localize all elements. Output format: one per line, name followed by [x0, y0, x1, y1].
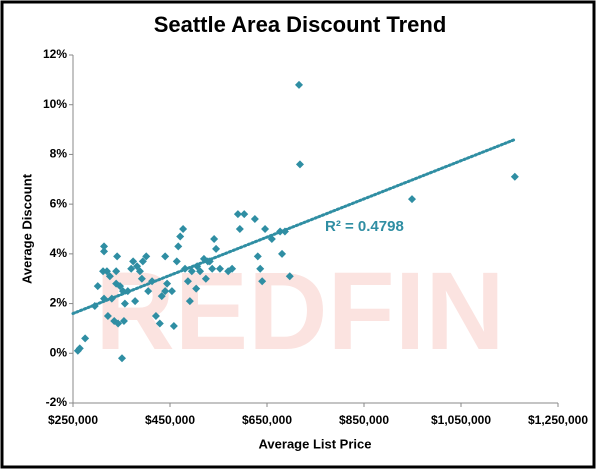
x-tick-label: $850,000 — [339, 413, 389, 427]
chart-title: Seattle Area Discount Trend — [154, 12, 447, 37]
point — [167, 287, 176, 296]
point — [112, 267, 121, 276]
x-tick-label: $250,000 — [48, 413, 98, 427]
x-tick-label: $1,050,000 — [431, 413, 491, 427]
y-tick-label: -2% — [46, 395, 68, 409]
point — [157, 292, 166, 301]
annotation: R² = 0.4798 — [325, 218, 404, 235]
x-axis-title: Average List Price — [259, 436, 372, 451]
point — [135, 267, 144, 276]
point — [100, 242, 109, 251]
point — [510, 172, 519, 181]
y-tick-label: 12% — [43, 47, 67, 61]
point — [183, 277, 192, 286]
point — [212, 244, 221, 253]
point — [90, 302, 99, 311]
point — [107, 294, 116, 303]
point — [114, 319, 123, 328]
point — [119, 316, 128, 325]
point — [176, 232, 185, 241]
point — [205, 257, 214, 266]
point — [408, 195, 417, 204]
x-tick-label: $1,250,000 — [528, 413, 588, 427]
point — [235, 225, 244, 233]
point — [253, 252, 262, 261]
point — [278, 249, 287, 258]
point — [138, 257, 147, 266]
y-tick-label: 8% — [50, 147, 68, 161]
point — [113, 252, 122, 261]
point — [103, 312, 112, 320]
point — [215, 264, 224, 273]
point — [155, 319, 164, 328]
point — [181, 264, 190, 273]
point — [129, 257, 138, 266]
point — [117, 354, 126, 363]
point — [127, 264, 136, 273]
y-tick-label: 4% — [50, 246, 68, 260]
point — [161, 252, 170, 261]
point — [163, 279, 172, 288]
point — [123, 287, 132, 296]
point — [228, 264, 237, 273]
point — [295, 160, 304, 169]
point — [240, 210, 249, 219]
point — [295, 80, 304, 89]
y-tick-label: 0% — [50, 345, 68, 359]
point — [144, 287, 153, 296]
point — [105, 272, 114, 281]
point — [256, 264, 265, 273]
point — [280, 227, 289, 236]
point — [161, 287, 170, 296]
point — [250, 215, 259, 224]
point — [233, 210, 242, 219]
point — [81, 334, 90, 343]
point — [120, 299, 129, 308]
y-tick-label: 2% — [50, 296, 68, 310]
point — [208, 264, 217, 273]
watermark: REDFIN — [95, 250, 504, 373]
point — [261, 225, 270, 233]
point — [267, 234, 276, 243]
x-tick-label: $650,000 — [242, 413, 292, 427]
point — [276, 227, 285, 236]
point — [196, 267, 205, 276]
point — [187, 267, 196, 276]
point — [172, 257, 181, 266]
point — [169, 321, 178, 330]
point — [137, 274, 146, 283]
point — [185, 297, 194, 306]
y-axis-title: Average Discount — [19, 173, 34, 284]
point — [100, 247, 109, 256]
point — [118, 287, 127, 296]
point — [151, 312, 160, 320]
point — [285, 272, 294, 281]
point — [142, 252, 151, 261]
trendline — [71, 138, 517, 316]
y-tick-label: 10% — [43, 97, 67, 111]
point — [100, 294, 109, 303]
point — [210, 234, 219, 243]
point — [179, 225, 188, 233]
point — [201, 274, 210, 283]
point — [131, 297, 140, 306]
point — [192, 284, 201, 293]
point — [75, 344, 84, 353]
point — [93, 282, 102, 291]
point — [258, 277, 267, 286]
y-tick-label: 6% — [50, 196, 68, 210]
x-tick-label: $450,000 — [145, 413, 195, 427]
point — [174, 242, 183, 251]
point — [148, 277, 157, 286]
